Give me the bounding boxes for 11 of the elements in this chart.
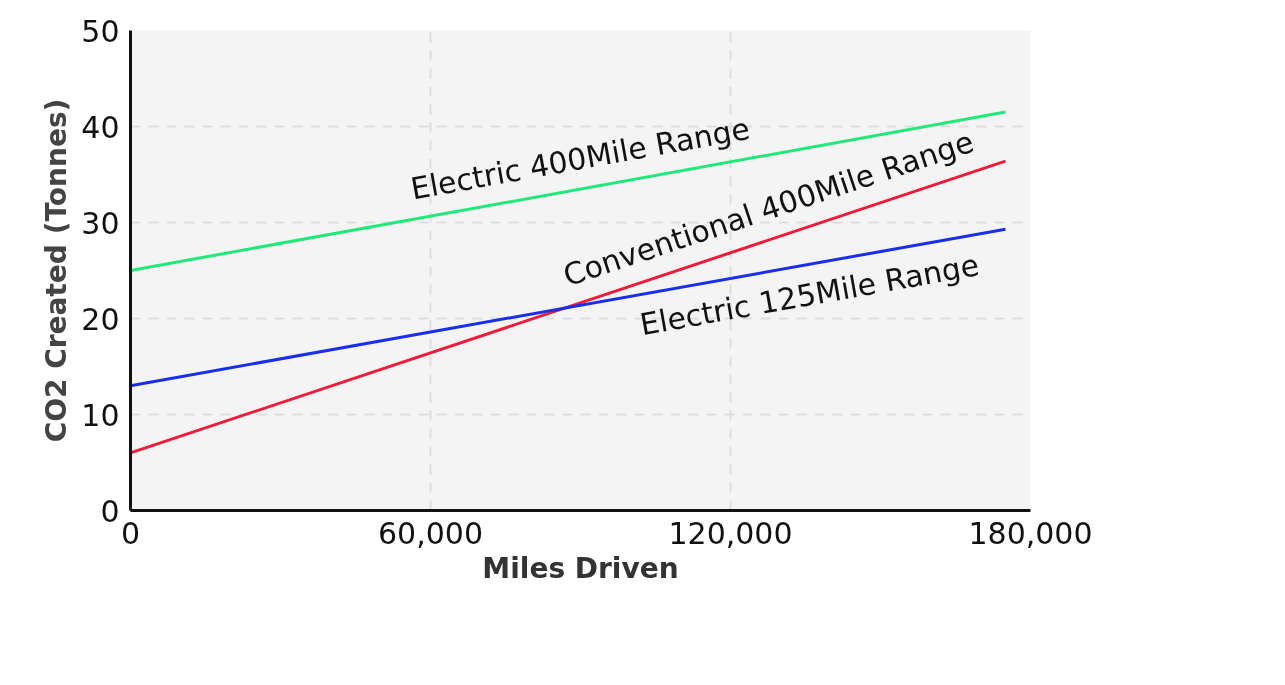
- x-tick-label: 120,000: [668, 515, 793, 551]
- x-tick-label: 60,000: [378, 515, 483, 551]
- y-tick-label: 30: [81, 205, 120, 241]
- y-tick-label: 10: [81, 397, 120, 433]
- y-tick-label: 0: [100, 493, 120, 529]
- y-axis-title: CO2 Created (Tonnes): [40, 98, 74, 443]
- y-tick-label: 20: [81, 301, 120, 337]
- x-axis-title: Miles Driven: [482, 551, 679, 585]
- y-tick-label: 50: [81, 13, 120, 49]
- y-tick-label: 40: [81, 109, 120, 145]
- x-tick-label: 180,000: [968, 515, 1093, 551]
